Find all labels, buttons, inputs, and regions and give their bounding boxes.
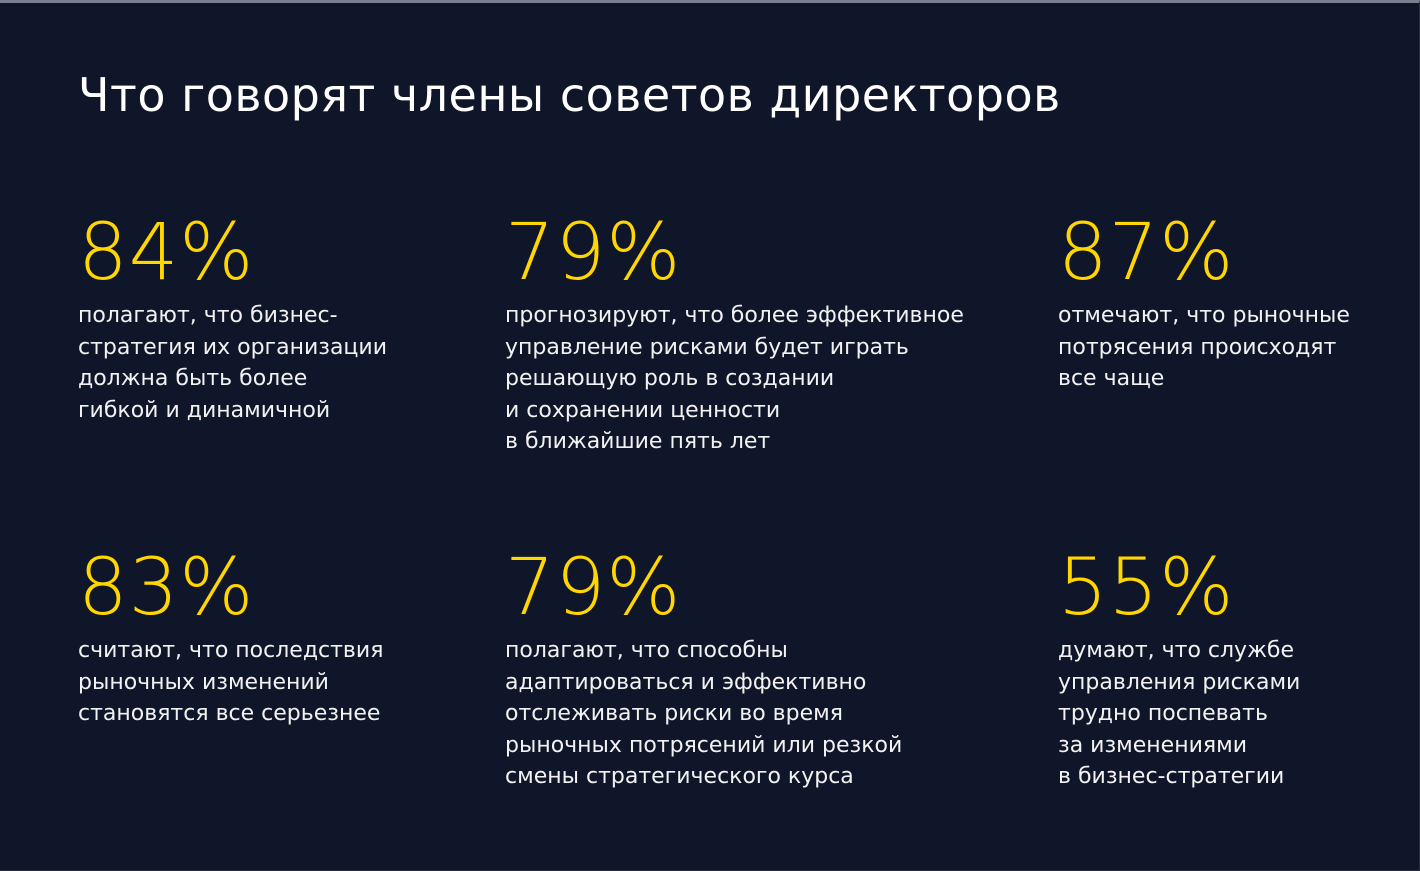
stat-description: думают, что службе управления рисками тр… — [1058, 638, 1301, 789]
stat-card-79-risk-management-value: 79% прогнозируют, что более эффективное … — [505, 208, 965, 458]
stat-value: 84% — [78, 208, 255, 298]
stat-description: полагают, что способны адаптироваться и … — [505, 638, 903, 789]
stat-card-55-keep-pace: 55% думают, что службе управления рискам… — [1058, 543, 1420, 793]
stat-value: 79% — [505, 208, 682, 298]
stat-value: 79% — [505, 543, 682, 633]
stat-card-84-flexible-strategy: 84% полагают, что бизнес- стратегия их о… — [78, 208, 538, 426]
stat-card-79-adapt-and-track: 79% полагают, что способны адаптироватьс… — [505, 543, 965, 793]
stat-description: полагают, что бизнес- стратегия их орган… — [78, 303, 387, 423]
stat-value: 87% — [1058, 208, 1235, 298]
stat-value: 83% — [78, 543, 255, 633]
stat-card-83-consequences: 83% считают, что последствия рыночных из… — [78, 543, 538, 730]
stat-description: прогнозируют, что более эффективное упра… — [505, 303, 964, 454]
page-title: Что говорят члены советов директоров — [78, 68, 1061, 122]
stat-value: 55% — [1058, 543, 1235, 633]
stat-card-87-market-shocks: 87% отмечают, что рыночные потрясения пр… — [1058, 208, 1420, 395]
stat-description: считают, что последствия рыночных измене… — [78, 638, 384, 726]
stat-description: отмечают, что рыночные потрясения происх… — [1058, 303, 1350, 391]
